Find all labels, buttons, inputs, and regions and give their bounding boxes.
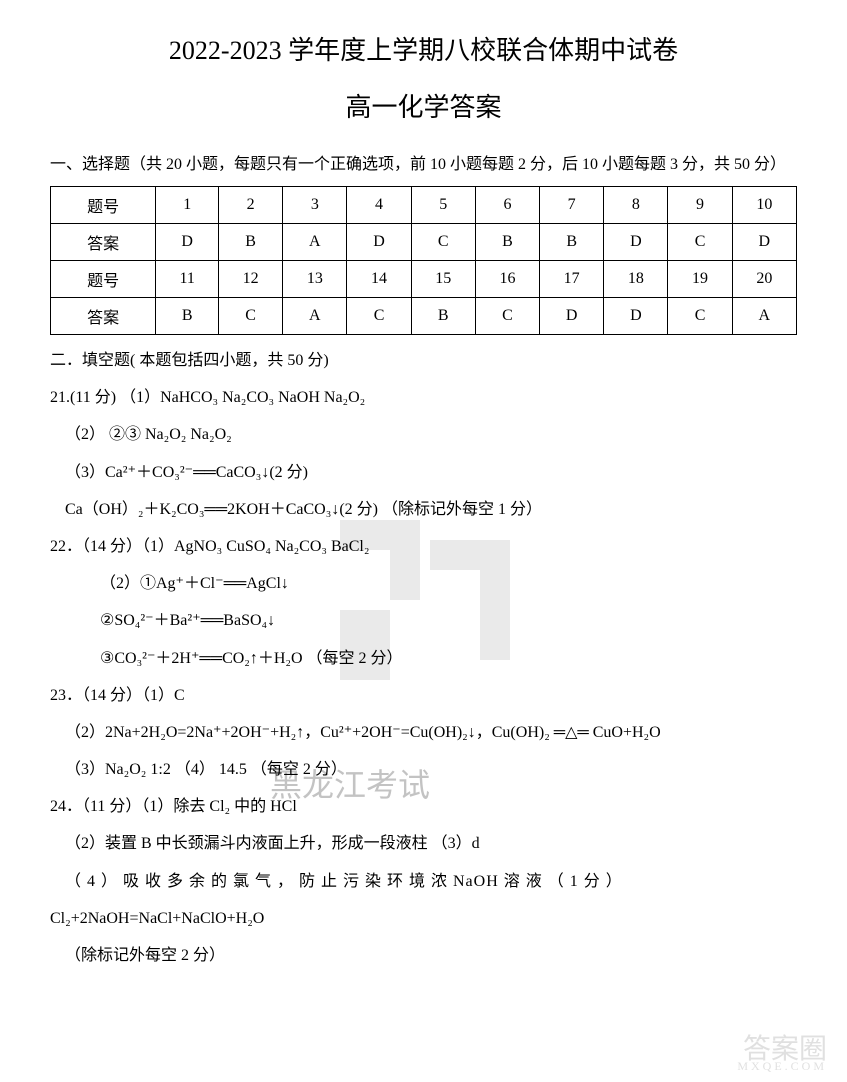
cell: 13 — [283, 261, 347, 298]
cell: 5 — [411, 187, 475, 224]
table-row: 题号 11 12 13 14 15 16 17 18 19 20 — [51, 261, 797, 298]
section2-heading: 二．填空题( 本题包括四小题，共 50 分) — [50, 343, 797, 378]
cell: 1 — [156, 187, 219, 224]
q22-line1: 22．（14 分）（1）AgNO₃ CuSO₄ Na₂CO₃ BaCl₂ — [50, 529, 797, 564]
cell: 9 — [668, 187, 732, 224]
q24-line4: Cl₂+2NaOH=NaCl+NaClO+H₂O — [50, 901, 797, 936]
q22-line4: ③CO₃²⁻＋2H⁺══CO₂↑＋H₂O （每空 2 分） — [50, 641, 797, 676]
answer-label: 答案 — [51, 224, 156, 261]
cell: B — [411, 298, 475, 335]
q24-line5: （除标记外每空 2 分） — [50, 938, 797, 973]
q21-line2: （2） ②③ Na₂O₂ Na₂O₂ — [50, 417, 797, 452]
cell: 19 — [668, 261, 732, 298]
answer-table: 题号 1 2 3 4 5 6 7 8 9 10 答案 D B A D C B B… — [50, 186, 797, 335]
cell: C — [347, 298, 411, 335]
q23-line3: （3）Na₂O₂ 1:2 （4） 14.5 （每空 2 分） — [50, 752, 797, 787]
cell: 15 — [411, 261, 475, 298]
title-line2: 高一化学答案 — [50, 87, 797, 124]
cell: C — [475, 298, 539, 335]
title-line1: 2022-2023 学年度上学期八校联合体期中试卷 — [50, 30, 797, 67]
section1-heading: 一、选择题（共 20 小题，每题只有一个正确选项，前 10 小题每题 2 分，后… — [50, 149, 797, 181]
table-row: 题号 1 2 3 4 5 6 7 8 9 10 — [51, 187, 797, 224]
cell: D — [604, 298, 668, 335]
cell: 18 — [604, 261, 668, 298]
cell: 4 — [347, 187, 411, 224]
cell: B — [219, 224, 283, 261]
cell: 7 — [540, 187, 604, 224]
q24-line3: （ 4 ） 吸 收 多 余 的 氯 气 ， 防 止 污 染 环 境 浓 NaOH… — [50, 864, 797, 899]
cell: D — [347, 224, 411, 261]
row-label: 题号 — [51, 187, 156, 224]
q21-line4: Ca（OH）₂＋K₂CO₃══2KOH＋CaCO₃↓(2 分) （除标记外每空 … — [50, 492, 797, 527]
bottom-watermark-sub: MXQE.COM — [737, 1059, 827, 1074]
row-label: 题号 — [51, 261, 156, 298]
q23-line1: 23．（14 分）（1）C — [50, 678, 797, 713]
cell: D — [732, 224, 796, 261]
cell: C — [668, 298, 732, 335]
cell: 3 — [283, 187, 347, 224]
cell: A — [283, 298, 347, 335]
answer-label: 答案 — [51, 298, 156, 335]
cell: C — [219, 298, 283, 335]
cell: B — [156, 298, 219, 335]
cell: 17 — [540, 261, 604, 298]
cell: 12 — [219, 261, 283, 298]
cell: 20 — [732, 261, 796, 298]
cell: D — [540, 298, 604, 335]
cell: C — [411, 224, 475, 261]
q24-line1: 24．（11 分）（1）除去 Cl₂ 中的 HCl — [50, 789, 797, 824]
cell: 14 — [347, 261, 411, 298]
cell: 6 — [475, 187, 539, 224]
cell: 2 — [219, 187, 283, 224]
q21-line1: 21.(11 分) （1）NaHCO₃ Na₂CO₃ NaOH Na₂O₂ — [50, 380, 797, 415]
cell: A — [732, 298, 796, 335]
cell: B — [475, 224, 539, 261]
q22-line3: ②SO₄²⁻＋Ba²⁺══BaSO₄↓ — [50, 603, 797, 638]
table-row: 答案 B C A C B C D D C A — [51, 298, 797, 335]
cell: 11 — [156, 261, 219, 298]
q23-line2: （2）2Na+2H₂O=2Na⁺+2OH⁻+H₂↑，Cu²⁺+2OH⁻=Cu(O… — [50, 715, 797, 750]
cell: B — [540, 224, 604, 261]
cell: D — [604, 224, 668, 261]
q24-line2: （2）装置 B 中长颈漏斗内液面上升，形成一段液柱 （3）d — [50, 826, 797, 861]
q22-line2: （2）①Ag⁺＋Cl⁻══AgCl↓ — [50, 566, 797, 601]
cell: C — [668, 224, 732, 261]
cell: 8 — [604, 187, 668, 224]
cell: D — [156, 224, 219, 261]
cell: 10 — [732, 187, 796, 224]
cell: A — [283, 224, 347, 261]
table-row: 答案 D B A D C B B D C D — [51, 224, 797, 261]
cell: 16 — [475, 261, 539, 298]
q21-line3: （3）Ca²⁺＋CO₃²⁻══CaCO₃↓(2 分) — [50, 455, 797, 490]
